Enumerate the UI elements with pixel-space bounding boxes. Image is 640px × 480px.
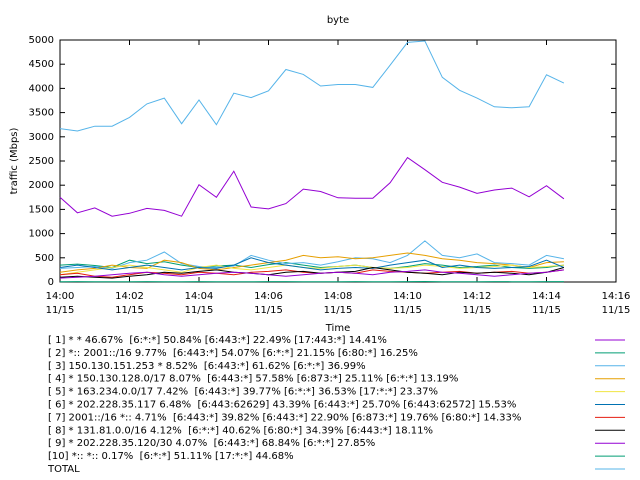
legend-label: [ 7] 2001::/16 *:: 4.71% [6:443:*] 39.82… (48, 412, 521, 423)
legend-label: [ 8] * 131.81.0.0/16 4.12% [6:*:*] 40.62… (48, 425, 433, 436)
y-tick-label: 5000 (29, 35, 54, 46)
x-axis-label: Time (325, 323, 350, 334)
y-tick-label: 500 (35, 253, 54, 264)
chart-title: byte (327, 15, 349, 26)
legend-label: TOTAL (47, 464, 80, 475)
legend-label: [ 6] * 202.228.35.117 6.48% [6:443:62629… (48, 400, 516, 411)
x-tick-label: 14:02 11/15 (115, 291, 144, 316)
x-tick-label: 14:16 11/15 (602, 291, 631, 316)
x-tick-label: 14:04 11/15 (185, 291, 214, 316)
y-tick-label: 3500 (29, 108, 54, 119)
series-line (59, 240, 564, 269)
series-line (59, 269, 564, 279)
legend-label: [ 4] * 150.130.128.0/17 8.07% [6:443:*] … (48, 374, 458, 385)
y-tick-label: 3000 (29, 132, 54, 143)
y-tick-label: 4500 (29, 59, 54, 70)
x-tick-label: 14:08 11/15 (324, 291, 353, 316)
y-axis-label: traffic (Mbps) (9, 127, 20, 194)
legend-label: [ 3] 150.130.151.253 * 8.52% [6:443:*] 6… (48, 361, 366, 372)
legend-label: [ 5] * 163.234.0.0/17 7.42% [6:443:*] 39… (48, 387, 438, 398)
y-tick-label: 2000 (29, 180, 54, 191)
y-tick-label: 1500 (29, 204, 54, 215)
legend-label: [ 9] * 202.228.35.120/30 4.07% [6:443:*]… (48, 438, 375, 449)
series-line (59, 259, 564, 269)
series-line (59, 40, 565, 132)
series-line (59, 257, 565, 271)
y-tick-label: 2500 (29, 156, 54, 167)
x-tick-label: 14:14 11/15 (532, 291, 561, 316)
x-tick-label: 14:00 11/15 (46, 291, 75, 316)
legend-label: [10] *:: *:: 0.17% [6:*:*] 51.11% [17:*:… (48, 451, 294, 462)
legend-label: [ 2] *:: 2001::/16 9.77% [6:443:*] 54.07… (48, 348, 418, 359)
series-line (59, 156, 565, 217)
y-tick-label: 1000 (29, 229, 54, 240)
y-tick-label: 0 (48, 277, 54, 288)
y-tick-label: 4000 (29, 83, 54, 94)
x-tick-label: 14:06 11/15 (254, 291, 283, 316)
series-line (59, 266, 565, 279)
series-line (59, 252, 564, 273)
x-tick-label: 14:12 11/15 (463, 291, 492, 316)
x-tick-label: 14:10 11/15 (393, 291, 422, 316)
legend-label: [ 1] * * 46.67% [6:*:*] 50.84% [6:443:*]… (48, 335, 387, 346)
plot-frame (59, 39, 617, 283)
